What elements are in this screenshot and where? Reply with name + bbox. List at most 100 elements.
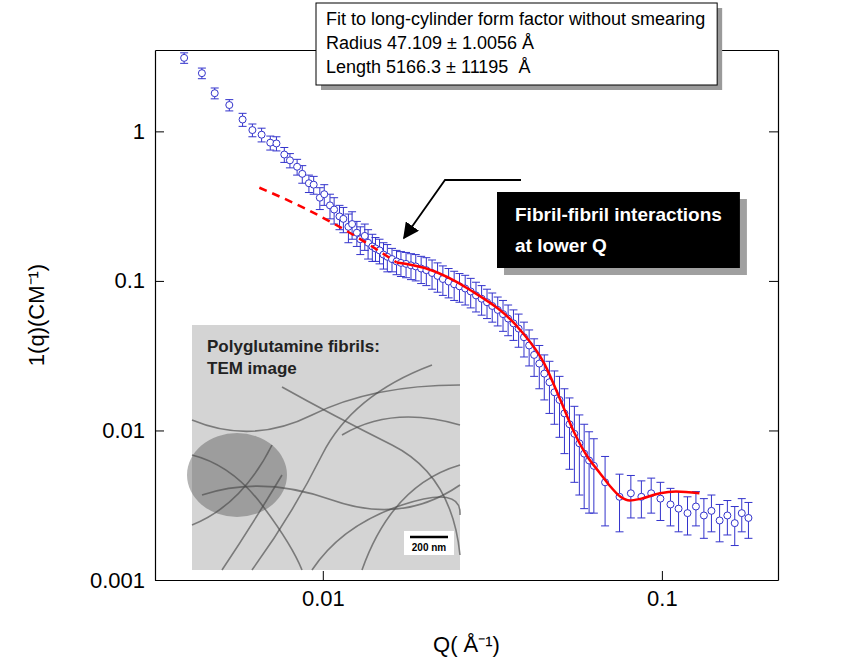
data-point bbox=[226, 102, 233, 109]
error-bar bbox=[601, 456, 609, 525]
error-bar bbox=[272, 137, 280, 151]
inset: Polyglutamine fibrils: TEM image 200 nm bbox=[187, 325, 460, 570]
tick-mark bbox=[155, 281, 164, 282]
data-point bbox=[684, 510, 691, 517]
data-point bbox=[353, 229, 360, 236]
error-bar bbox=[239, 113, 247, 126]
data-point bbox=[724, 512, 731, 519]
inset-title: TEM image bbox=[207, 359, 297, 378]
axis-line bbox=[778, 51, 779, 581]
error-bar bbox=[716, 504, 724, 541]
axis-line bbox=[156, 580, 779, 581]
error-bar bbox=[723, 501, 731, 535]
data-point bbox=[667, 501, 674, 508]
data-point bbox=[716, 517, 723, 524]
inset-title: Polyglutamine fibrils: bbox=[207, 337, 380, 356]
tem-image-fibril bbox=[192, 445, 272, 525]
tick: 0.1 bbox=[647, 571, 678, 611]
tick: 0.01 bbox=[302, 571, 345, 611]
callout-arrow bbox=[404, 180, 521, 238]
error-bar bbox=[310, 176, 318, 194]
error-bar bbox=[744, 502, 752, 538]
tick-label: 1 bbox=[133, 119, 145, 144]
callout-box bbox=[497, 192, 740, 268]
tem-image-fibril bbox=[362, 465, 460, 570]
tick-label: 0.01 bbox=[102, 418, 145, 443]
data-point bbox=[361, 232, 368, 239]
tick: 1 bbox=[133, 119, 164, 144]
tick-mark bbox=[323, 571, 324, 580]
tick-mark bbox=[155, 131, 164, 132]
data-point bbox=[211, 90, 218, 97]
tick-mark bbox=[769, 281, 778, 282]
error-bar bbox=[700, 499, 708, 539]
data-point bbox=[627, 490, 634, 497]
plot-area bbox=[180, 53, 752, 546]
data-point bbox=[249, 127, 256, 134]
error-bar bbox=[248, 124, 256, 137]
tem-image-fibril bbox=[312, 497, 460, 570]
tick bbox=[769, 131, 778, 132]
data-point bbox=[321, 191, 328, 198]
error-bar bbox=[666, 488, 674, 526]
fit-note: Fit to long-cylinder form factor without… bbox=[316, 3, 722, 90]
tick bbox=[769, 430, 778, 431]
error-bar bbox=[707, 495, 715, 532]
tick-mark bbox=[662, 571, 663, 580]
fit-note-text: Radius 47.109 ± 1.0056 Å bbox=[326, 33, 534, 53]
data-point bbox=[258, 131, 265, 138]
error-bar bbox=[675, 492, 683, 532]
error-bar bbox=[590, 439, 598, 513]
y-axis-right bbox=[769, 51, 779, 581]
tick bbox=[769, 580, 778, 581]
error-bar bbox=[616, 474, 624, 532]
tick-mark bbox=[155, 430, 164, 431]
x-axis-title: Q( Å⁻¹) bbox=[433, 632, 500, 657]
tick: 0.01 bbox=[102, 418, 164, 443]
data-point bbox=[340, 215, 347, 222]
data-point bbox=[700, 512, 707, 519]
data-point bbox=[692, 503, 699, 510]
error-bar bbox=[211, 88, 219, 99]
data-point bbox=[181, 54, 188, 61]
tem-image-fibril bbox=[222, 475, 282, 570]
data-point bbox=[299, 170, 306, 177]
tem-image-fibril bbox=[192, 385, 460, 431]
fit-line bbox=[259, 188, 396, 263]
error-bar bbox=[627, 475, 635, 517]
callout-text: Fibril-fibril interactions bbox=[515, 204, 722, 225]
chart-container: Polyglutamine fibrils: TEM image 200 nm 0.0… bbox=[0, 0, 857, 668]
tem-image-fibril bbox=[342, 417, 460, 435]
data-point bbox=[281, 151, 288, 158]
scale-bar-background bbox=[404, 531, 454, 555]
data-point bbox=[731, 520, 738, 527]
error-bar bbox=[684, 497, 692, 535]
error-bar bbox=[198, 68, 206, 79]
tick-mark bbox=[769, 430, 778, 431]
scatter-series bbox=[180, 53, 752, 546]
data-point bbox=[294, 163, 301, 170]
error-bar bbox=[731, 507, 739, 546]
data-point bbox=[239, 116, 246, 123]
tem-image-fibril bbox=[282, 387, 460, 555]
tick-label: 0.1 bbox=[647, 586, 678, 611]
data-point bbox=[745, 514, 752, 521]
tick-mark bbox=[155, 580, 164, 581]
fit-note-text: Fit to long-cylinder form factor without… bbox=[326, 9, 705, 29]
scale-bar bbox=[410, 536, 448, 539]
tem-image-fibril bbox=[202, 485, 460, 510]
error-bar bbox=[692, 492, 700, 526]
error-bar bbox=[225, 100, 233, 111]
axis-line bbox=[155, 51, 156, 581]
scale-bar-label: 200 nm bbox=[412, 542, 447, 553]
data-point bbox=[331, 206, 338, 213]
callout-text: at lower Q bbox=[515, 235, 607, 256]
data-point bbox=[349, 221, 356, 228]
tick: 0.1 bbox=[114, 268, 164, 293]
error-bar bbox=[258, 128, 266, 142]
x-axis: 0.01 0.1 bbox=[156, 571, 779, 611]
error-bar bbox=[656, 482, 664, 520]
data-point bbox=[738, 510, 745, 517]
error-bar bbox=[320, 185, 328, 206]
data-point bbox=[310, 181, 317, 188]
